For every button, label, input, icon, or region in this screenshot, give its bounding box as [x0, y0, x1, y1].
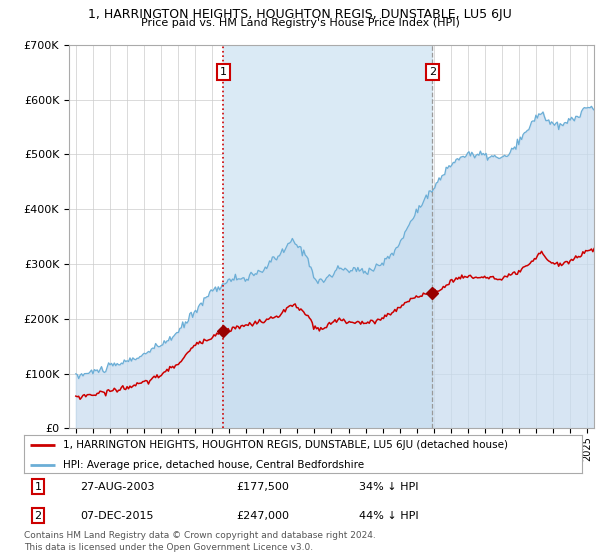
Text: 1, HARRINGTON HEIGHTS, HOUGHTON REGIS, DUNSTABLE, LU5 6JU: 1, HARRINGTON HEIGHTS, HOUGHTON REGIS, D…	[88, 8, 512, 21]
Text: £177,500: £177,500	[236, 482, 289, 492]
Text: 2: 2	[429, 67, 436, 77]
Text: 07-DEC-2015: 07-DEC-2015	[80, 511, 154, 521]
Bar	[223, 45, 433, 428]
Text: 1, HARRINGTON HEIGHTS, HOUGHTON REGIS, DUNSTABLE, LU5 6JU (detached house): 1, HARRINGTON HEIGHTS, HOUGHTON REGIS, D…	[63, 440, 508, 450]
Text: 44% ↓ HPI: 44% ↓ HPI	[359, 511, 418, 521]
Text: Contains HM Land Registry data © Crown copyright and database right 2024.
This d: Contains HM Land Registry data © Crown c…	[24, 531, 376, 552]
Text: 1: 1	[34, 482, 41, 492]
Text: Price paid vs. HM Land Registry's House Price Index (HPI): Price paid vs. HM Land Registry's House …	[140, 18, 460, 29]
Text: HPI: Average price, detached house, Central Bedfordshire: HPI: Average price, detached house, Cent…	[63, 460, 364, 470]
Text: 27-AUG-2003: 27-AUG-2003	[80, 482, 154, 492]
Text: 2: 2	[34, 511, 41, 521]
Text: 34% ↓ HPI: 34% ↓ HPI	[359, 482, 418, 492]
Text: 1: 1	[220, 67, 227, 77]
Text: £247,000: £247,000	[236, 511, 289, 521]
